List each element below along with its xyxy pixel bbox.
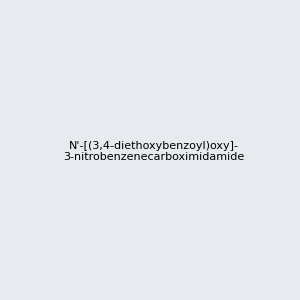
Text: N'-[(3,4-diethoxybenzoyl)oxy]-
3-nitrobenzenecarboximidamide: N'-[(3,4-diethoxybenzoyl)oxy]- 3-nitrobe…	[63, 141, 244, 162]
